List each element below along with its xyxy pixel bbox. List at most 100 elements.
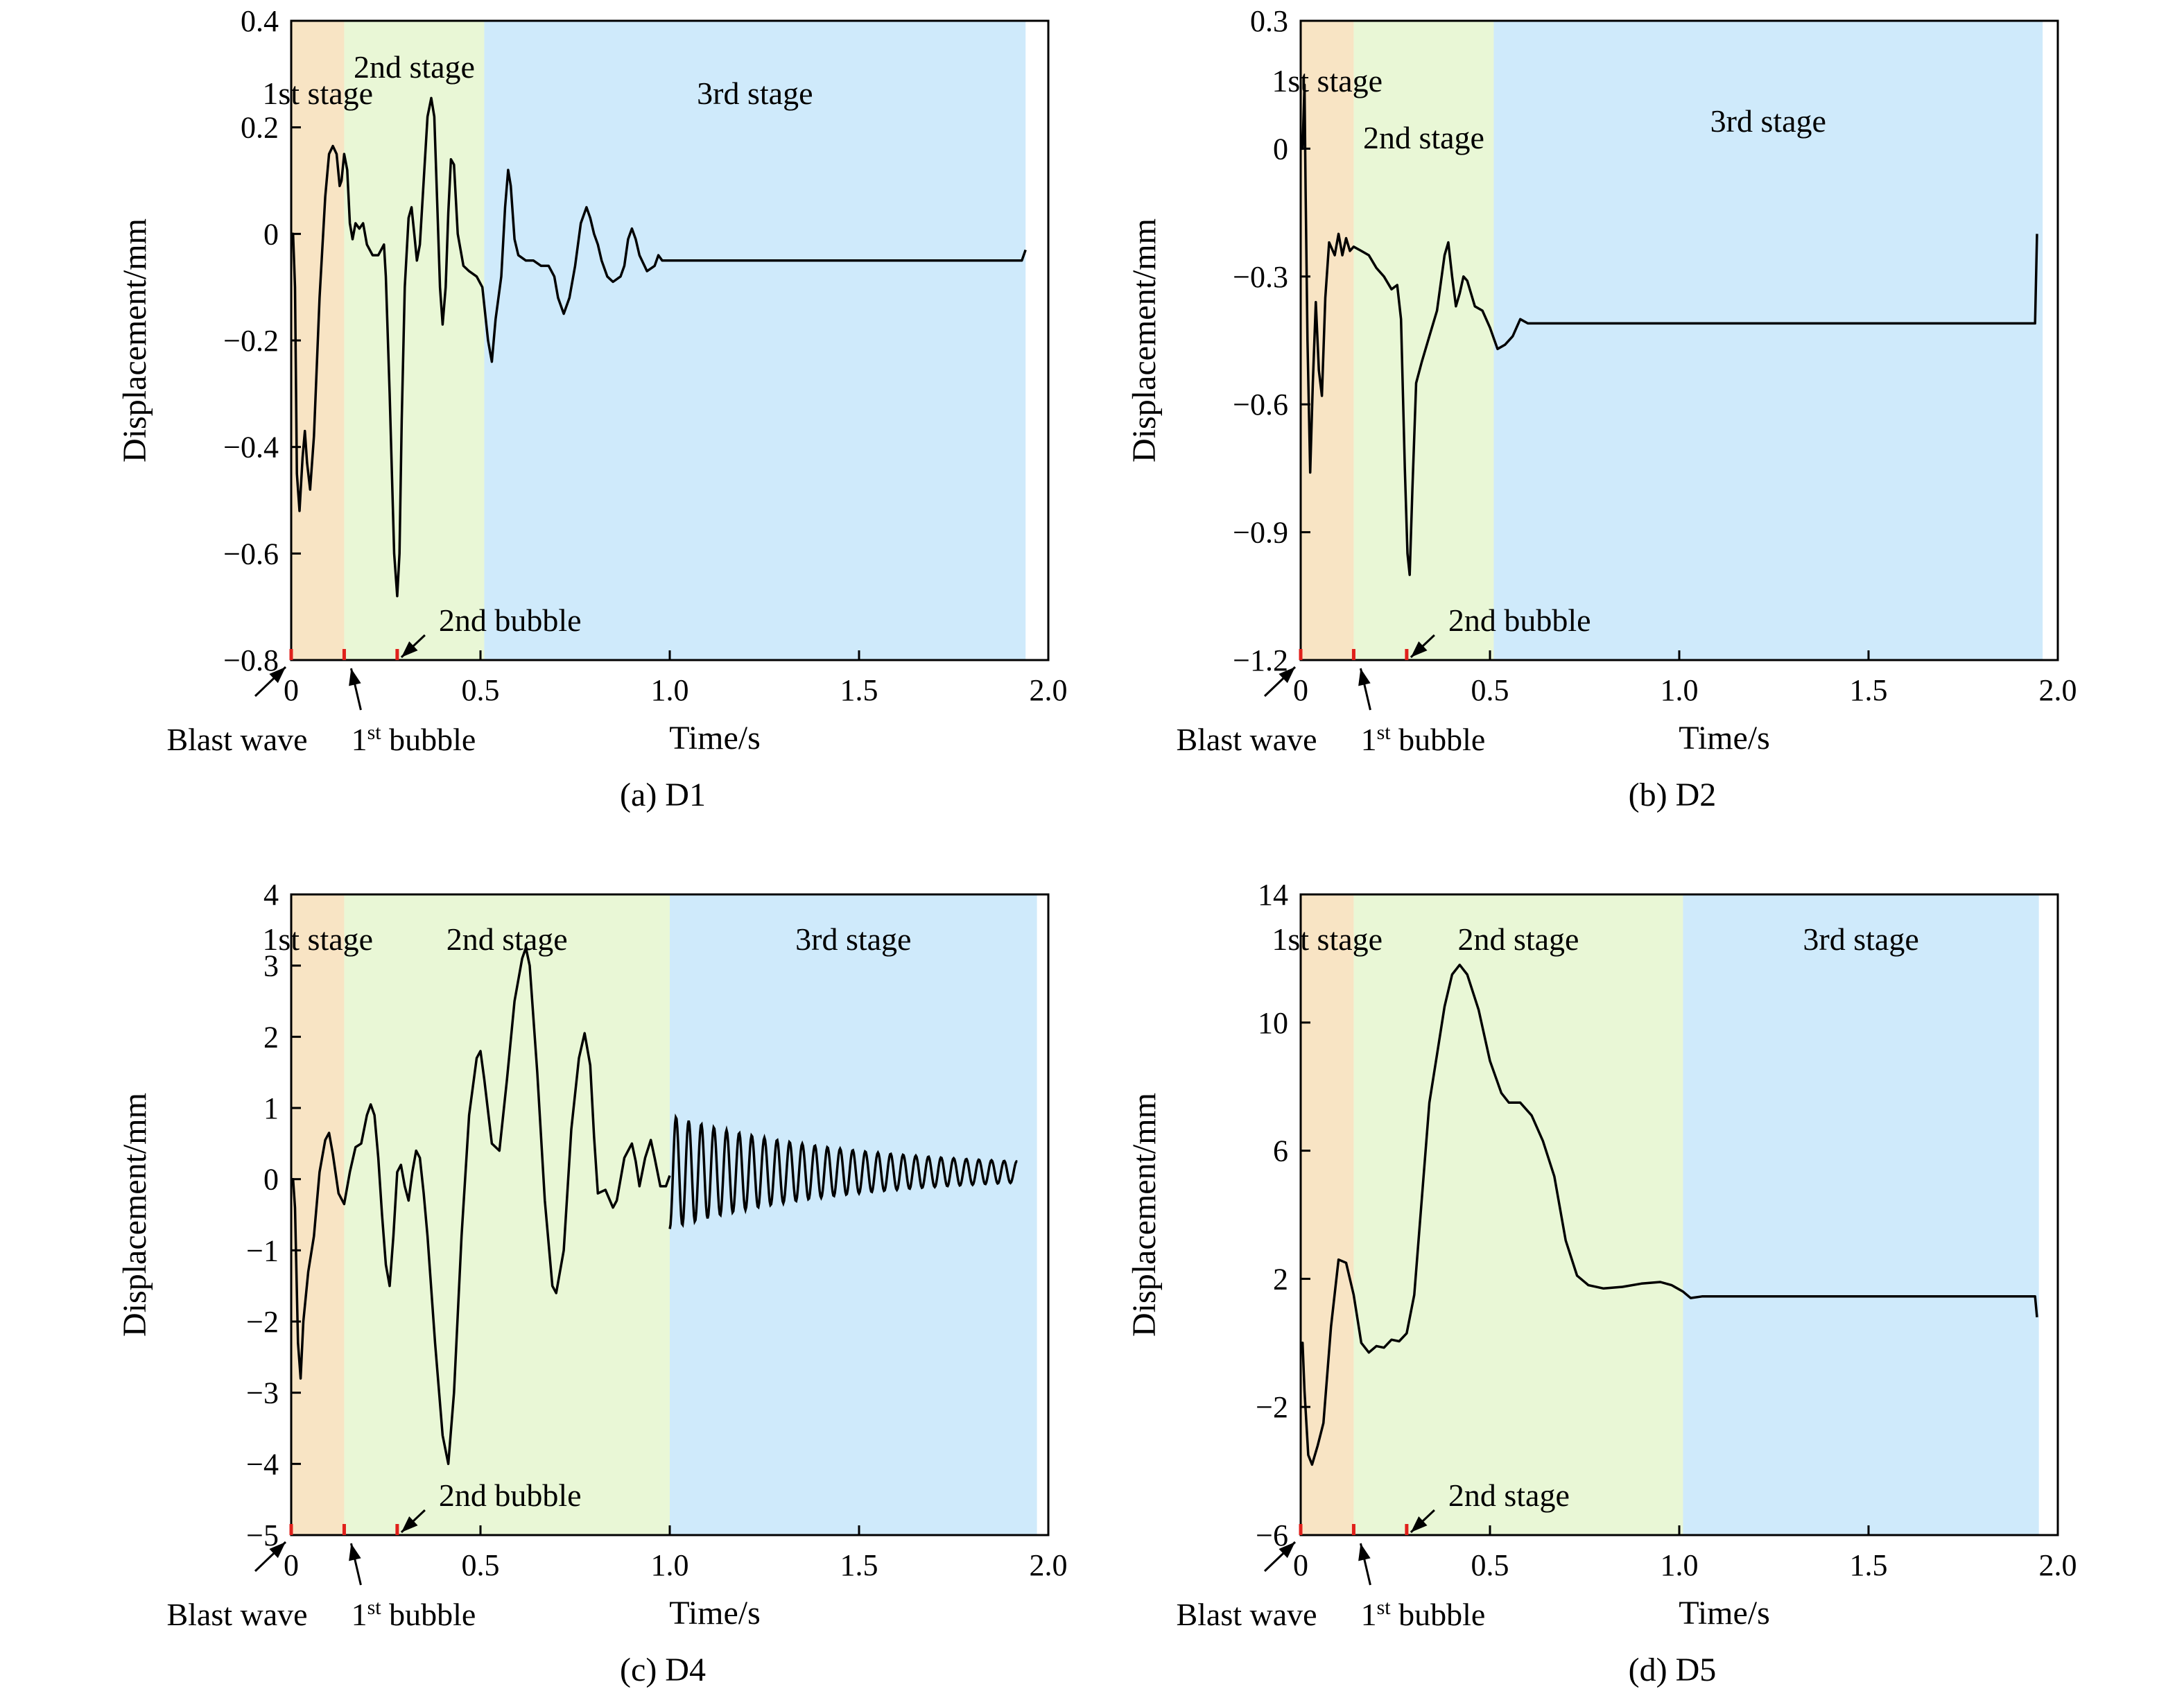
stage-band-2 bbox=[344, 21, 485, 660]
x-tick-label: 0.5 bbox=[1471, 673, 1509, 707]
stage-label-3: 3rd stage bbox=[697, 76, 813, 111]
x-tick-label: 1.5 bbox=[1850, 1548, 1888, 1582]
stage-band-2 bbox=[344, 894, 670, 1535]
y-tick-label: 4 bbox=[263, 878, 279, 912]
stage-label-1: 1st stage bbox=[1272, 921, 1383, 957]
stage-band-3 bbox=[1493, 21, 2043, 660]
y-tick-label: −0.6 bbox=[1233, 388, 1288, 422]
y-tick-label: −2 bbox=[1256, 1390, 1288, 1424]
stage-band-3 bbox=[1683, 894, 2039, 1535]
stage-label-1: 1st stage bbox=[262, 921, 373, 957]
blast-arrow-head bbox=[269, 1542, 286, 1559]
y-tick-label: −6 bbox=[1256, 1518, 1288, 1552]
stage-label-3: 3rd stage bbox=[795, 921, 911, 957]
stage-label-3: 3rd stage bbox=[1803, 921, 1918, 957]
second-arrow-head bbox=[401, 1516, 418, 1532]
y-tick-label: 3 bbox=[263, 949, 279, 983]
series-line bbox=[291, 946, 1018, 1466]
stage-label-2: 2nd stage bbox=[447, 921, 568, 957]
stage-bands bbox=[291, 894, 1037, 1535]
x-tick-label: 1.0 bbox=[1661, 673, 1699, 707]
x-axis-label: Time/s bbox=[669, 1595, 761, 1631]
blast-arrow-head bbox=[1279, 1542, 1295, 1559]
stage-bands bbox=[291, 21, 1026, 660]
stage-band-3 bbox=[484, 21, 1026, 660]
y-tick-label: −0.2 bbox=[223, 324, 279, 358]
second-arrow-head bbox=[1410, 641, 1428, 657]
annotation-arrows bbox=[1263, 634, 1435, 711]
series-line-1 bbox=[291, 946, 671, 1466]
stage-bands bbox=[1301, 894, 2039, 1535]
blast-wave-label: Blast wave bbox=[1176, 722, 1317, 757]
y-axis-label: Displacement/mm bbox=[116, 1093, 153, 1337]
y-tick-label: 10 bbox=[1258, 1006, 1288, 1040]
first-bubble-label: 1st bubble bbox=[352, 721, 476, 758]
x-tick-label: 0 bbox=[284, 673, 299, 707]
series-line-1 bbox=[1301, 963, 2038, 1466]
x-axis-label: Time/s bbox=[1679, 1595, 1770, 1631]
event-markers bbox=[1299, 1524, 1409, 1535]
second-bubble-label: 2nd bubble bbox=[439, 1478, 582, 1513]
stage-bands bbox=[1301, 21, 2043, 660]
y-tick-label: 2 bbox=[263, 1020, 279, 1054]
y-tick-label: 2 bbox=[1273, 1262, 1288, 1296]
y-tick-label: −0.6 bbox=[223, 537, 279, 571]
stage-label-2: 2nd stage bbox=[354, 49, 475, 85]
y-tick-label: −2 bbox=[246, 1305, 279, 1339]
first-bubble-arrow-head bbox=[349, 668, 361, 686]
y-tick-label: −5 bbox=[246, 1518, 279, 1552]
x-tick-label: 2.0 bbox=[1030, 673, 1068, 707]
stage-labels: 1st stage 2nd stage 3rd stage bbox=[262, 49, 813, 111]
series-line-oscillation bbox=[668, 1113, 1018, 1229]
y-tick-label: −0.9 bbox=[1233, 516, 1288, 550]
y-axis-label: Displacement/mm bbox=[1126, 1093, 1163, 1337]
y-tick-label: 6 bbox=[1273, 1134, 1288, 1168]
y-tick-label: −0.3 bbox=[1233, 260, 1288, 294]
x-tick-label: 1.0 bbox=[1661, 1548, 1699, 1582]
y-axis-label: Displacement/mm bbox=[116, 218, 153, 462]
blast-arrow-head bbox=[269, 667, 286, 684]
event-markers bbox=[1299, 649, 1409, 660]
stage-band-1 bbox=[1301, 21, 1354, 660]
blast-arrow-head bbox=[1279, 667, 1295, 684]
first-bubble-arrow-head bbox=[349, 1543, 361, 1561]
y-tick-label: 0 bbox=[1273, 132, 1288, 166]
stage-band-3 bbox=[670, 894, 1037, 1535]
x-tick-label: 2.0 bbox=[1030, 1548, 1068, 1582]
second-stage-label: 2nd stage bbox=[1448, 1478, 1570, 1513]
stage-labels: 1st stage 2nd stage 3rd stage bbox=[1272, 921, 1918, 957]
stage-band-1 bbox=[291, 894, 345, 1535]
panel-caption: (b) D2 bbox=[1629, 777, 1717, 813]
panel-caption: (d) D5 bbox=[1629, 1652, 1717, 1688]
x-tick-label: 1.5 bbox=[1850, 673, 1888, 707]
first-bubble-label: 1st bubble bbox=[1361, 1596, 1486, 1633]
x-tick-label: 0 bbox=[1293, 1548, 1308, 1582]
panel-b-d2: 0 0.5 1.0 1.5 2.0 −1.2 −0.9 −0.6 −0.3 0 0.3 1st st… bbox=[1126, 4, 2077, 813]
stage-label-2: 2nd stage bbox=[1363, 120, 1484, 155]
x-tick-label: 0 bbox=[1293, 673, 1308, 707]
x-tick-label: 1.0 bbox=[651, 673, 689, 707]
blast-wave-label: Blast wave bbox=[166, 1597, 307, 1632]
stage-band-1 bbox=[1301, 894, 1354, 1535]
y-tick-label: 0.4 bbox=[241, 4, 279, 38]
panel-d-d5: 0 0.5 1.0 1.5 2.0 −6 −2 2 6 10 14 1st stage 2nd st… bbox=[1126, 878, 2077, 1688]
tick-marks: 0 0.5 1.0 1.5 2.0 −6 −2 2 6 10 14 bbox=[1256, 878, 2077, 1582]
x-tick-label: 1.5 bbox=[840, 673, 878, 707]
panel-c-d4: 0 0.5 1.0 1.5 2.0 −5 −4 −3 −2 −1 0 1 2 3 4 1st stage 2… bbox=[116, 878, 1068, 1688]
y-tick-label: −0.8 bbox=[223, 643, 279, 677]
y-tick-label: 1 bbox=[263, 1091, 279, 1125]
stage-labels: 1st stage 2nd stage 3rd stage bbox=[1272, 63, 1826, 155]
stage-label-1: 1st stage bbox=[262, 76, 373, 111]
first-bubble-label: 1st bubble bbox=[352, 1596, 476, 1633]
first-bubble-arrow-head bbox=[1358, 668, 1371, 686]
y-tick-label: −1 bbox=[246, 1233, 279, 1267]
second-arrow-head bbox=[401, 641, 418, 657]
panel-a-d1: 0 0.5 1.0 1.5 2.0 −0.8 −0.6 −0.4 −0.2 0 0.2 0.4 1st… bbox=[116, 4, 1068, 813]
y-tick-label: 0.3 bbox=[1250, 4, 1288, 38]
y-axis-label: Displacement/mm bbox=[1126, 218, 1163, 462]
first-bubble-label: 1st bubble bbox=[1361, 721, 1486, 758]
y-tick-label: −3 bbox=[246, 1376, 279, 1410]
x-tick-label: 1.0 bbox=[651, 1548, 689, 1582]
stage-label-2: 2nd stage bbox=[1457, 921, 1579, 957]
x-tick-label: 1.5 bbox=[840, 1548, 878, 1582]
